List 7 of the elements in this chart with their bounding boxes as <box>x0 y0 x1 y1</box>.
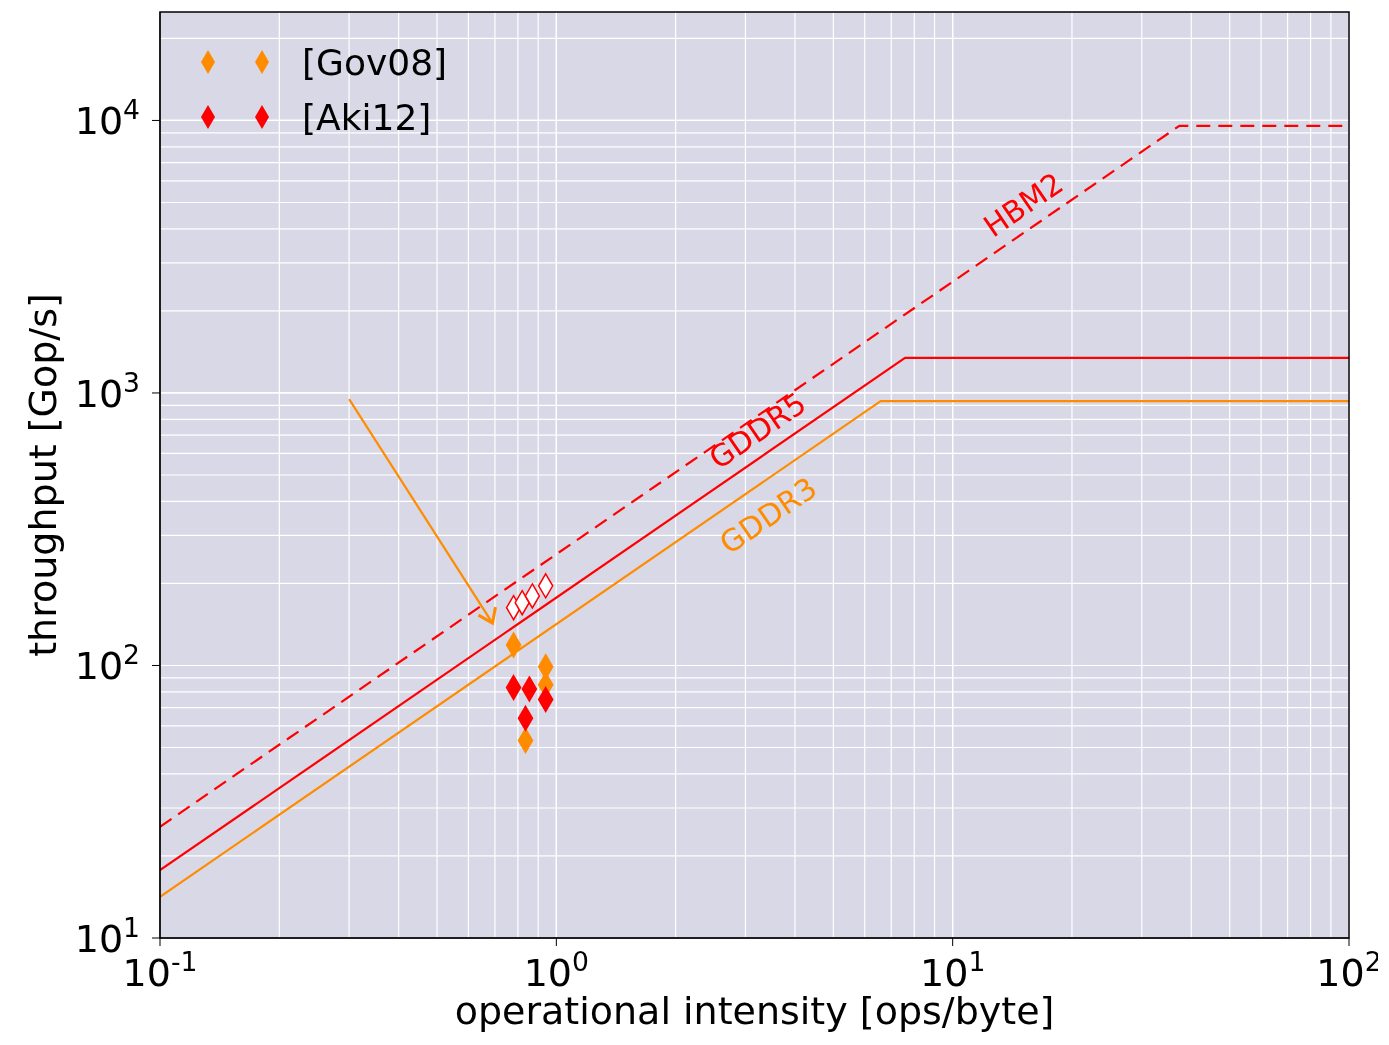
y-tick-label: 10$^{4}$ <box>74 93 140 144</box>
y-tick-label: 10$^{2}$ <box>74 638 140 689</box>
legend-label: [Gov08] <box>302 42 448 83</box>
legend-label: [Aki12] <box>302 97 432 138</box>
y-tick-label: 10$^{3}$ <box>74 366 140 416</box>
x-tick-label: 10$^{-1}$ <box>122 945 198 995</box>
y-axis-title: throughput [Gop/s] <box>21 293 65 657</box>
